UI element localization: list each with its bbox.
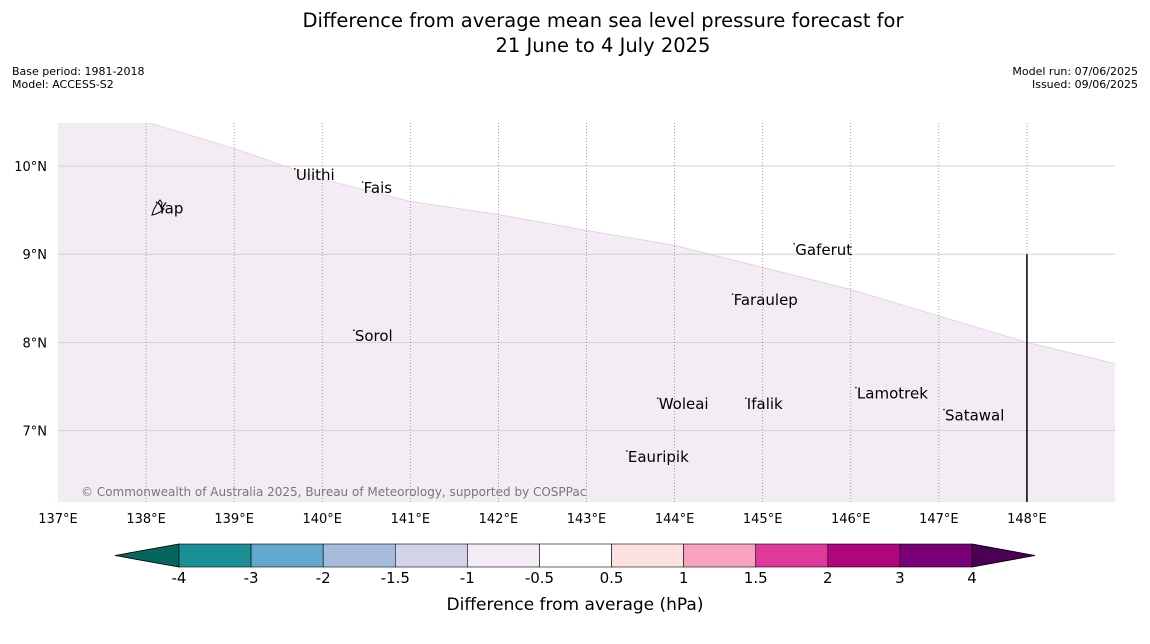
lat-tick-label: 10°N	[14, 160, 47, 175]
base-period-text: Base period: 1981-2018	[12, 65, 145, 78]
colorbar-segment	[827, 543, 901, 568]
island-marker	[626, 450, 628, 452]
colorbar-tick-label: 1	[679, 569, 689, 587]
place-label: Lamotrek	[857, 385, 928, 403]
lat-tick-label: 7°N	[23, 425, 48, 440]
field-edge-line	[148, 123, 1115, 364]
island-marker	[745, 397, 747, 399]
colorbar: -4 -3 -2 -1.5 -1 -0.5 0.5 1 1.5 2 3 4	[114, 543, 1036, 587]
model-text: Model: ACCESS-S2	[12, 78, 114, 91]
lon-tick-label: 142°E	[479, 512, 519, 527]
colorbar-tick-label: 4	[967, 569, 977, 587]
lon-tick-label: 146°E	[831, 512, 871, 527]
place-label: Fais	[364, 179, 393, 197]
colorbar-segment	[394, 543, 468, 568]
colorbar-tick-label: -1.5	[381, 569, 410, 587]
island-marker	[294, 168, 296, 170]
colorbar-segment	[178, 543, 252, 568]
lon-tick-label: 138°E	[126, 512, 166, 527]
lat-tick-label: 9°N	[23, 248, 48, 263]
colorbar-segment	[683, 543, 757, 568]
place-label: Faraulep	[734, 291, 798, 309]
island-marker	[943, 408, 945, 411]
island-marker	[731, 293, 734, 295]
island-marker	[353, 329, 355, 332]
place-label: Sorol	[355, 327, 393, 345]
colorbar-tick-label: 0.5	[600, 569, 624, 587]
title-line-2: 21 June to 4 July 2025	[495, 34, 711, 57]
colorbar-tick-label: -0.5	[525, 569, 554, 587]
lon-tick-label: 140°E	[302, 512, 342, 527]
colorbar-tick-label: -3	[244, 569, 259, 587]
base-info: Base period: 1981-2018 Model: ACCESS-S2	[12, 65, 144, 91]
island-marker	[155, 201, 158, 204]
lon-tick-label: 141°E	[391, 512, 431, 527]
place-label: Yap	[157, 199, 184, 217]
place-label: Gaferut	[795, 241, 852, 259]
colorbar-over-arrow	[971, 543, 1036, 568]
colorbar-tick-label: 3	[895, 569, 905, 587]
colorbar-segment	[899, 543, 973, 568]
model-run-text: Model run: 07/06/2025	[1012, 65, 1138, 78]
place-label: Ulithi	[296, 166, 335, 184]
colorbar-under-arrow	[114, 543, 180, 568]
island-marker	[656, 397, 659, 399]
place-label: Satawal	[945, 407, 1004, 425]
lon-tick-label: 148°E	[1007, 512, 1047, 527]
lon-tick-label: 144°E	[655, 512, 695, 527]
colorbar-segment	[611, 543, 684, 568]
colorbar-tick-label: -4	[172, 569, 187, 587]
lon-tick-label: 143°E	[567, 512, 607, 527]
lon-tick-label: 147°E	[919, 512, 959, 527]
place-label: Ifalik	[747, 395, 783, 413]
lon-tick-label: 137°E	[38, 512, 78, 527]
colorbar-label: Difference from average (hPa)	[447, 595, 704, 615]
island-marker	[855, 386, 857, 389]
chart-title: Difference from average mean sea level p…	[0, 8, 1150, 58]
yap-island-shape	[151, 199, 166, 216]
colorbar-tick-label: -1	[460, 569, 475, 587]
map-layer: 7°N 8°N 9°N 10°N 137°E 138°E 139°E 140°E 141°E 14…	[14, 123, 1115, 527]
colorbar-segment	[539, 543, 612, 568]
lat-tick-label: 8°N	[23, 336, 48, 351]
place-label: Woleai	[659, 395, 709, 413]
colorbar-tick-label: 1.5	[744, 569, 768, 587]
colorbar-segment	[755, 543, 829, 568]
issued-text: Issued: 09/06/2025	[1031, 78, 1138, 91]
lon-tick-label: 139°E	[214, 512, 254, 527]
island-marker	[793, 242, 796, 245]
colorbar-segment	[322, 543, 396, 568]
run-info: Model run: 07/06/2025 Issued: 09/06/2025	[1012, 65, 1138, 91]
colorbar-segment	[250, 543, 324, 568]
title-line-1: Difference from average mean sea level p…	[302, 9, 904, 32]
colorbar-tick-label: 2	[823, 569, 833, 587]
island-marker	[361, 181, 364, 183]
colorbar-segment	[467, 543, 540, 568]
copyright-text: © Commonwealth of Australia 2025, Bureau…	[81, 485, 586, 499]
place-label: Eauripik	[628, 448, 689, 466]
lon-tick-label: 145°E	[743, 512, 783, 527]
colorbar-tick-label: -2	[316, 569, 331, 587]
